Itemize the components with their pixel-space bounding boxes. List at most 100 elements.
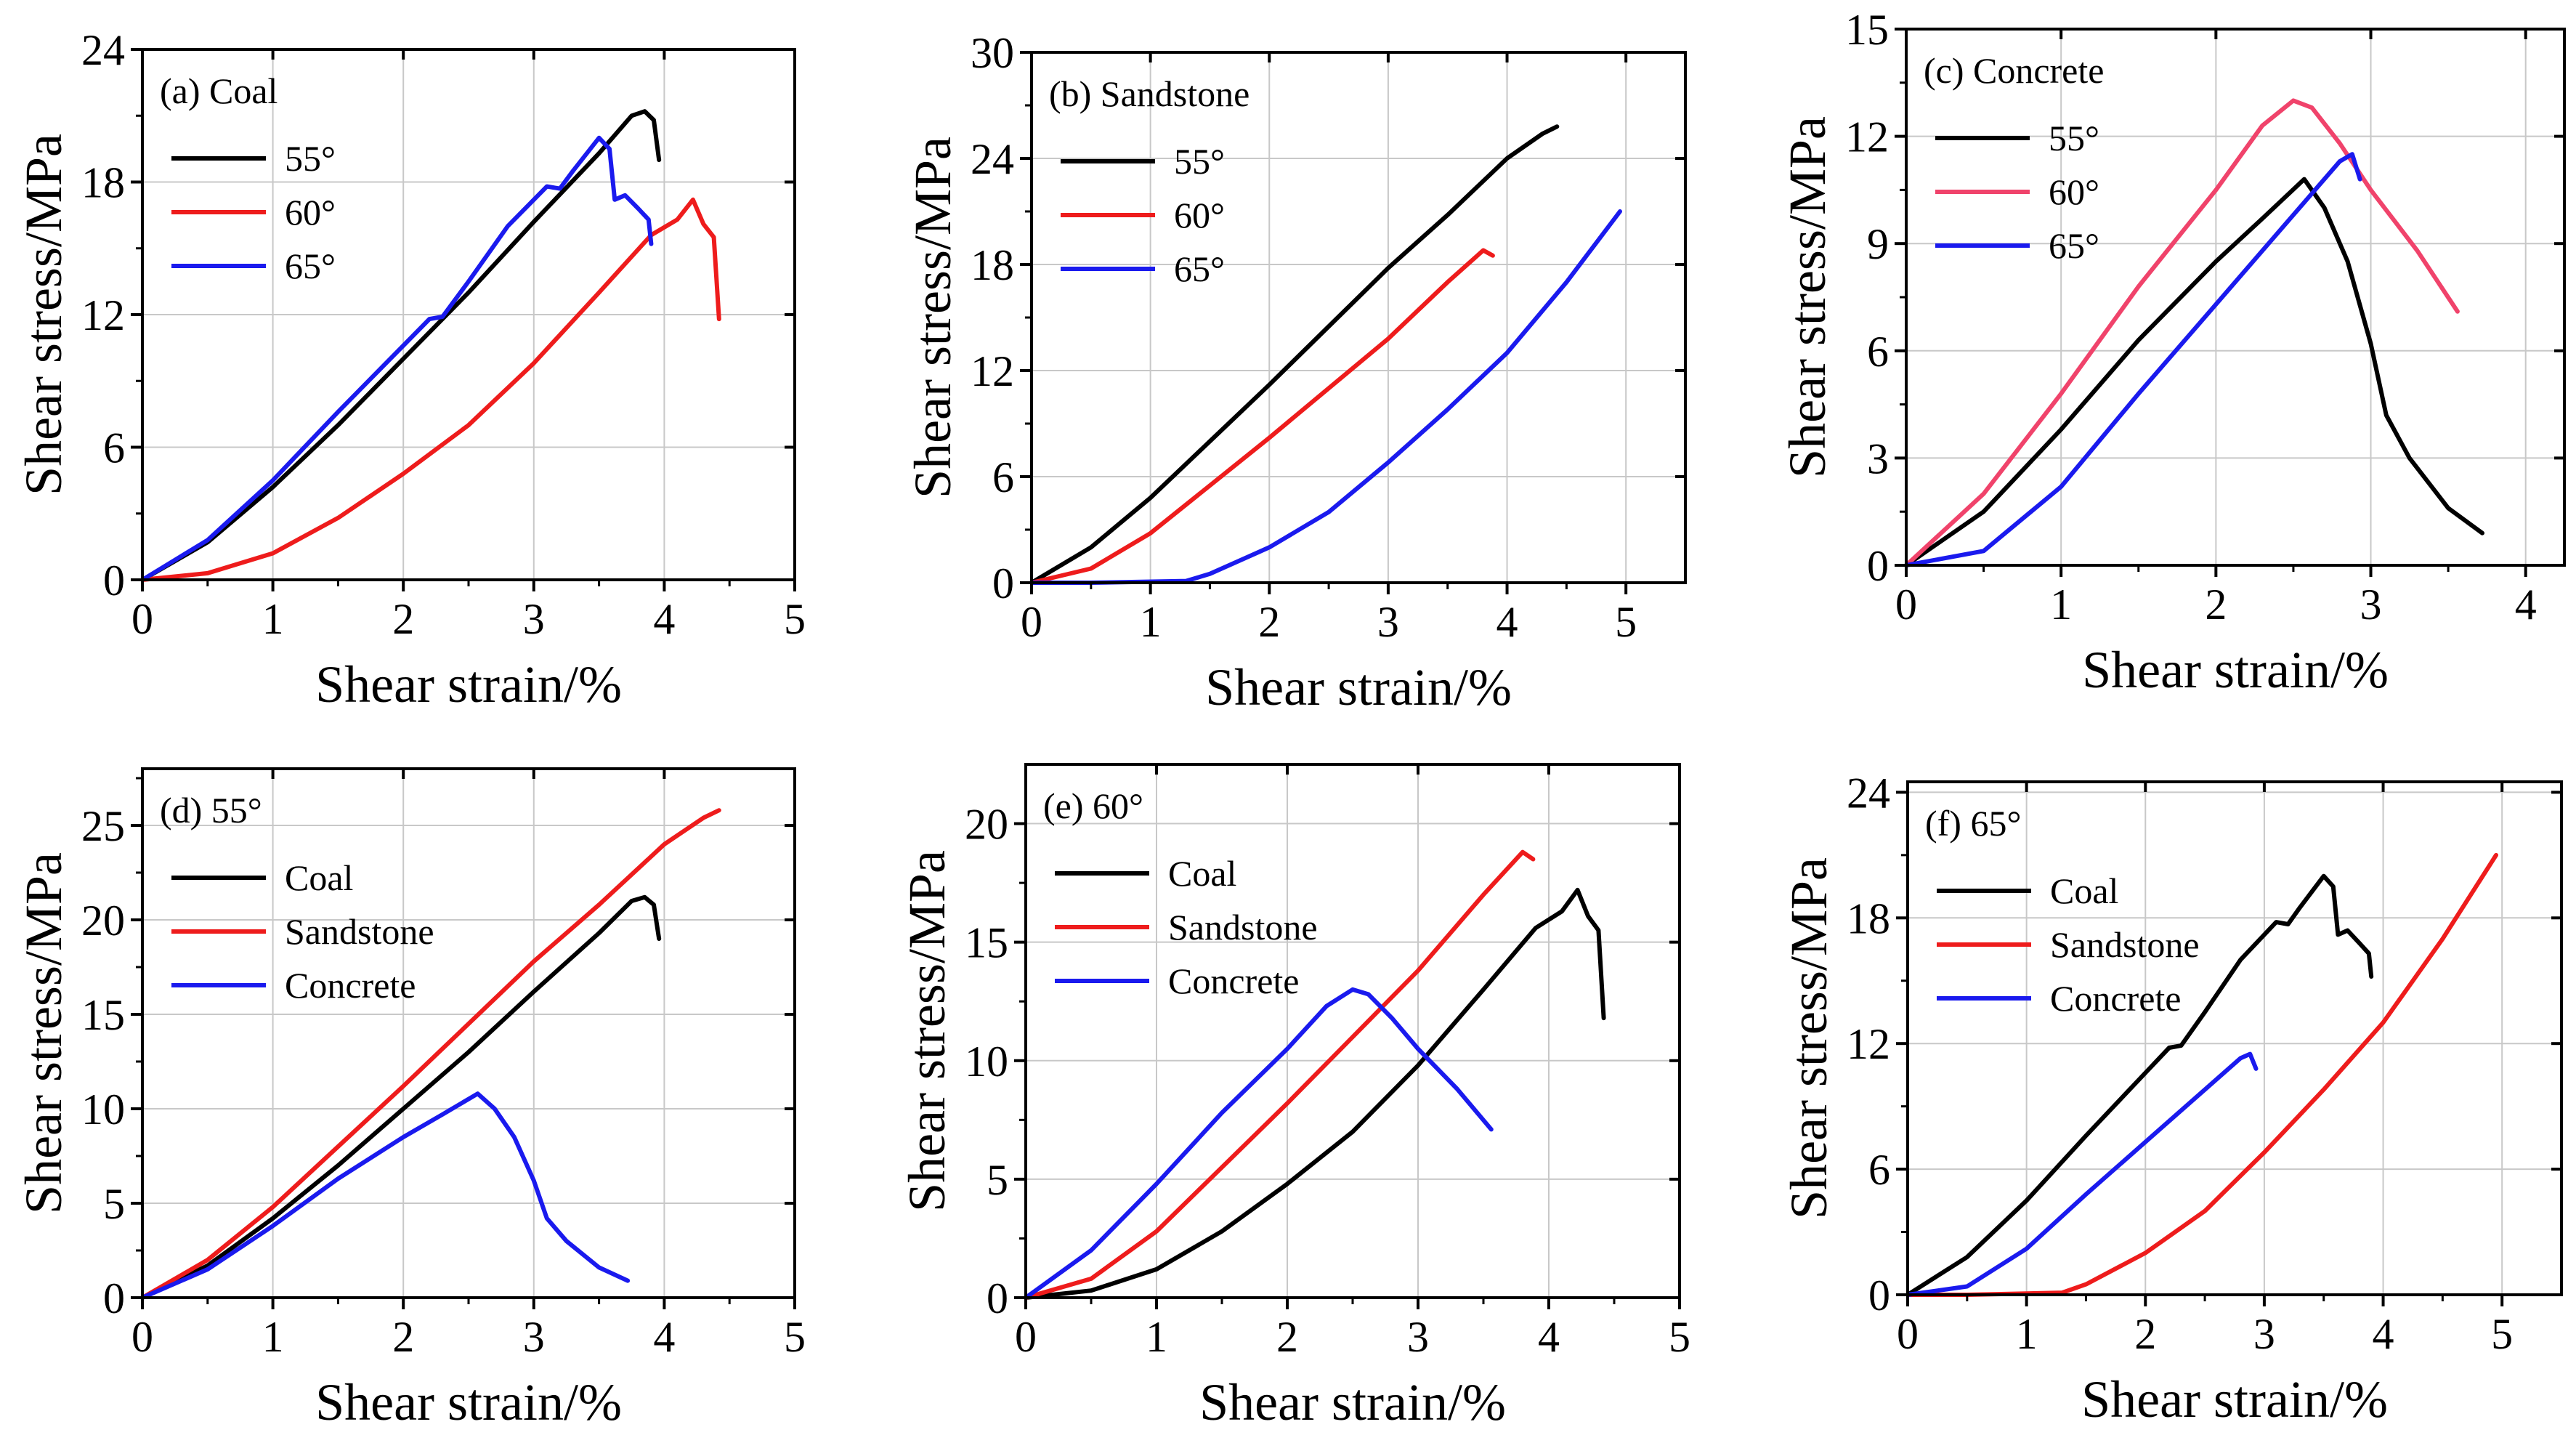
x-tick-label: 2 xyxy=(392,595,414,643)
panel-title: (a) Coal xyxy=(160,70,278,111)
x-tick-label: 0 xyxy=(1897,1310,1919,1358)
x-tick-label: 5 xyxy=(2491,1310,2513,1358)
x-tick-label: 2 xyxy=(2205,581,2227,629)
legend-label: Sandstone xyxy=(2050,924,2200,965)
legend-label: 65° xyxy=(1174,248,1225,289)
legend-label: Concrete xyxy=(1168,961,1299,1001)
panel-title: (d) 55° xyxy=(160,790,262,830)
y-tick-label: 30 xyxy=(971,29,1014,77)
x-axis-title: Shear strain/% xyxy=(2082,641,2389,699)
legend-label: Sandstone xyxy=(285,911,434,952)
x-tick-label: 4 xyxy=(653,1313,675,1361)
panel-title: (b) Sandstone xyxy=(1049,73,1249,114)
y-tick-label: 6 xyxy=(1867,328,1889,376)
series-line-0 xyxy=(1904,177,2484,567)
y-axis-title: Shear stress/MPa xyxy=(1778,116,1836,478)
y-tick-label: 18 xyxy=(81,159,125,207)
series-line-1 xyxy=(1029,248,1495,585)
x-tick-label: 2 xyxy=(1276,1313,1298,1361)
x-tick-label: 4 xyxy=(1496,598,1518,646)
y-tick-label: 12 xyxy=(81,291,125,339)
series-line-0 xyxy=(140,109,662,582)
x-tick-label: 2 xyxy=(2134,1310,2156,1358)
plot-frame xyxy=(141,767,796,1299)
y-tick-label: 10 xyxy=(965,1038,1008,1086)
x-tick-label: 2 xyxy=(1258,598,1280,646)
legend-label: 55° xyxy=(2049,118,2099,158)
y-tick-label: 15 xyxy=(965,919,1008,967)
x-tick-label: 3 xyxy=(2253,1310,2275,1358)
y-tick-label: 15 xyxy=(81,991,125,1039)
series-line-0 xyxy=(1024,887,1606,1300)
x-tick-label: 5 xyxy=(1669,1313,1690,1361)
y-tick-label: 6 xyxy=(1868,1146,1890,1194)
legend-label: 60° xyxy=(1174,195,1225,235)
y-axis-title: Shear stress/MPa xyxy=(15,134,73,496)
x-tick-label: 4 xyxy=(2515,581,2537,629)
chart-panel: 0 1 2 3 4 5 0 5 10 15 20 Shear strain/% Shear stress… xyxy=(898,763,1690,1431)
y-tick-label: 0 xyxy=(103,1274,125,1322)
x-tick-label: 3 xyxy=(523,595,545,643)
x-tick-label: 0 xyxy=(1021,598,1042,646)
x-tick-label: 5 xyxy=(784,595,806,643)
legend-label: Coal xyxy=(1168,853,1236,894)
x-tick-label: 5 xyxy=(1615,598,1637,646)
y-tick-label: 18 xyxy=(1847,894,1890,942)
legend-label: 65° xyxy=(285,246,336,286)
y-tick-label: 0 xyxy=(103,557,125,605)
plot-frame xyxy=(1906,780,2563,1296)
x-tick-label: 1 xyxy=(2050,581,2072,629)
series-line-2 xyxy=(1905,1051,2259,1297)
x-tick-label: 1 xyxy=(262,595,284,643)
x-tick-label: 1 xyxy=(1146,1313,1167,1361)
x-tick-label: 1 xyxy=(2016,1310,2038,1358)
series-line-0 xyxy=(140,894,662,1300)
y-tick-label: 25 xyxy=(81,802,125,850)
x-tick-label: 3 xyxy=(1377,598,1399,646)
y-tick-label: 12 xyxy=(1845,113,1889,161)
y-tick-label: 5 xyxy=(987,1156,1008,1204)
y-tick-label: 24 xyxy=(81,26,125,74)
y-tick-label: 15 xyxy=(1845,6,1889,54)
series-line-1 xyxy=(140,197,721,582)
panel-title: (c) Concrete xyxy=(1924,50,2104,91)
x-tick-label: 3 xyxy=(1407,1313,1429,1361)
x-tick-label: 3 xyxy=(523,1313,545,1361)
x-tick-label: 1 xyxy=(1140,598,1162,646)
y-tick-label: 3 xyxy=(1867,435,1889,482)
legend-label: 55° xyxy=(1174,141,1225,182)
y-tick-label: 24 xyxy=(1847,769,1890,817)
x-tick-label: 2 xyxy=(392,1313,414,1361)
x-tick-label: 0 xyxy=(131,1313,153,1361)
panel-title: (f) 65° xyxy=(1925,803,2021,844)
y-tick-label: 24 xyxy=(971,135,1014,183)
y-axis-title: Shear stress/MPa xyxy=(898,850,956,1212)
y-axis-title: Shear stress/MPa xyxy=(904,137,962,498)
legend-label: Concrete xyxy=(2050,978,2181,1019)
x-tick-label: 4 xyxy=(653,595,675,643)
x-tick-label: 0 xyxy=(1015,1313,1037,1361)
y-tick-label: 5 xyxy=(103,1180,125,1228)
x-tick-label: 1 xyxy=(262,1313,284,1361)
series-line-2 xyxy=(140,135,654,582)
series-line-2 xyxy=(1024,987,1494,1300)
x-axis-title: Shear strain/% xyxy=(315,1373,622,1431)
y-axis-title: Shear stress/MPa xyxy=(15,852,73,1214)
y-tick-label: 0 xyxy=(1867,542,1889,590)
legend-label: Sandstone xyxy=(1168,907,1318,947)
y-tick-label: 10 xyxy=(81,1086,125,1133)
legend-label: 65° xyxy=(2049,225,2099,266)
x-tick-label: 3 xyxy=(2360,581,2382,629)
series-line-0 xyxy=(1029,124,1560,585)
legend-label: Concrete xyxy=(285,965,416,1006)
x-tick-label: 4 xyxy=(1538,1313,1560,1361)
x-tick-label: 5 xyxy=(784,1313,806,1361)
y-tick-label: 6 xyxy=(103,424,125,472)
legend-label: Coal xyxy=(2050,870,2118,911)
plot-frame xyxy=(1905,28,2566,567)
